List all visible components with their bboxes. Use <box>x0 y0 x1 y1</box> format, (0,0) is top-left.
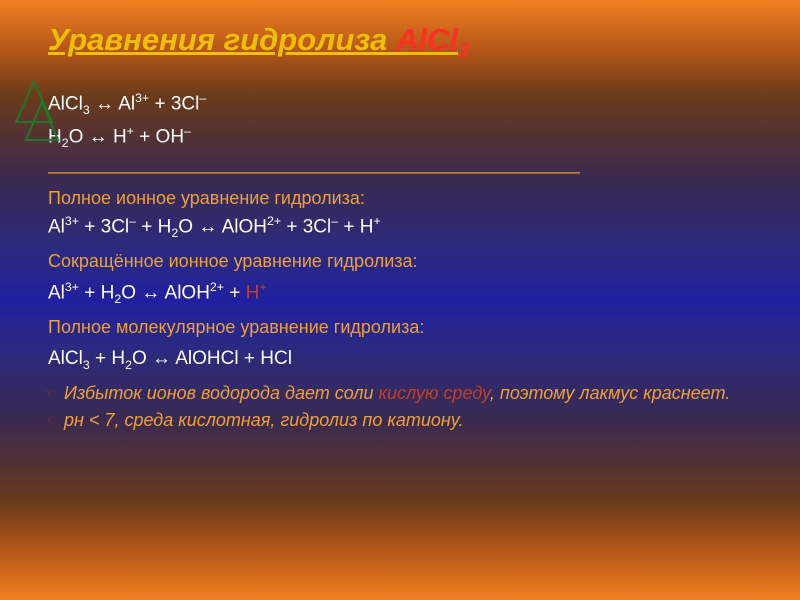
note-acid-medium: Избыток ионов водорода дает соли кислую … <box>48 383 764 404</box>
divider: ———————————————————————————— <box>48 162 764 184</box>
label-full-ionic: Полное ионное уравнение гидролиза: <box>48 188 764 209</box>
title-compound: AlCl3 <box>396 22 469 57</box>
title-text: Уравнения гидролиза <box>48 22 396 57</box>
label-molecular: Полное молекулярное уравнение гидролиза: <box>48 317 764 338</box>
equation-molecular: AlCl3 + H2O ↔ AlOHCl + HCl <box>48 344 764 375</box>
decorative-triangles <box>12 80 72 150</box>
equation-dissociation-salt: AlCl3 ↔ Al3+ + 3Cl– <box>48 89 764 120</box>
equation-dissociation-water: H2O ↔ H+ + OH– <box>48 122 764 153</box>
label-short-ionic: Сокращённое ионное уравнение гидролиза: <box>48 251 764 272</box>
slide-title: Уравнения гидролиза AlCl3 <box>48 22 764 63</box>
note-ph: pн < 7, среда кислотная, гидролиз по кат… <box>48 410 764 431</box>
equation-full-ionic: Al3+ + 3Cl– + H2O ↔ AlOH2+ + 3Cl– + H+ <box>48 212 764 243</box>
equation-short-ionic: Al3+ + H2O ↔ AlOH2+ + H+ <box>48 278 764 309</box>
